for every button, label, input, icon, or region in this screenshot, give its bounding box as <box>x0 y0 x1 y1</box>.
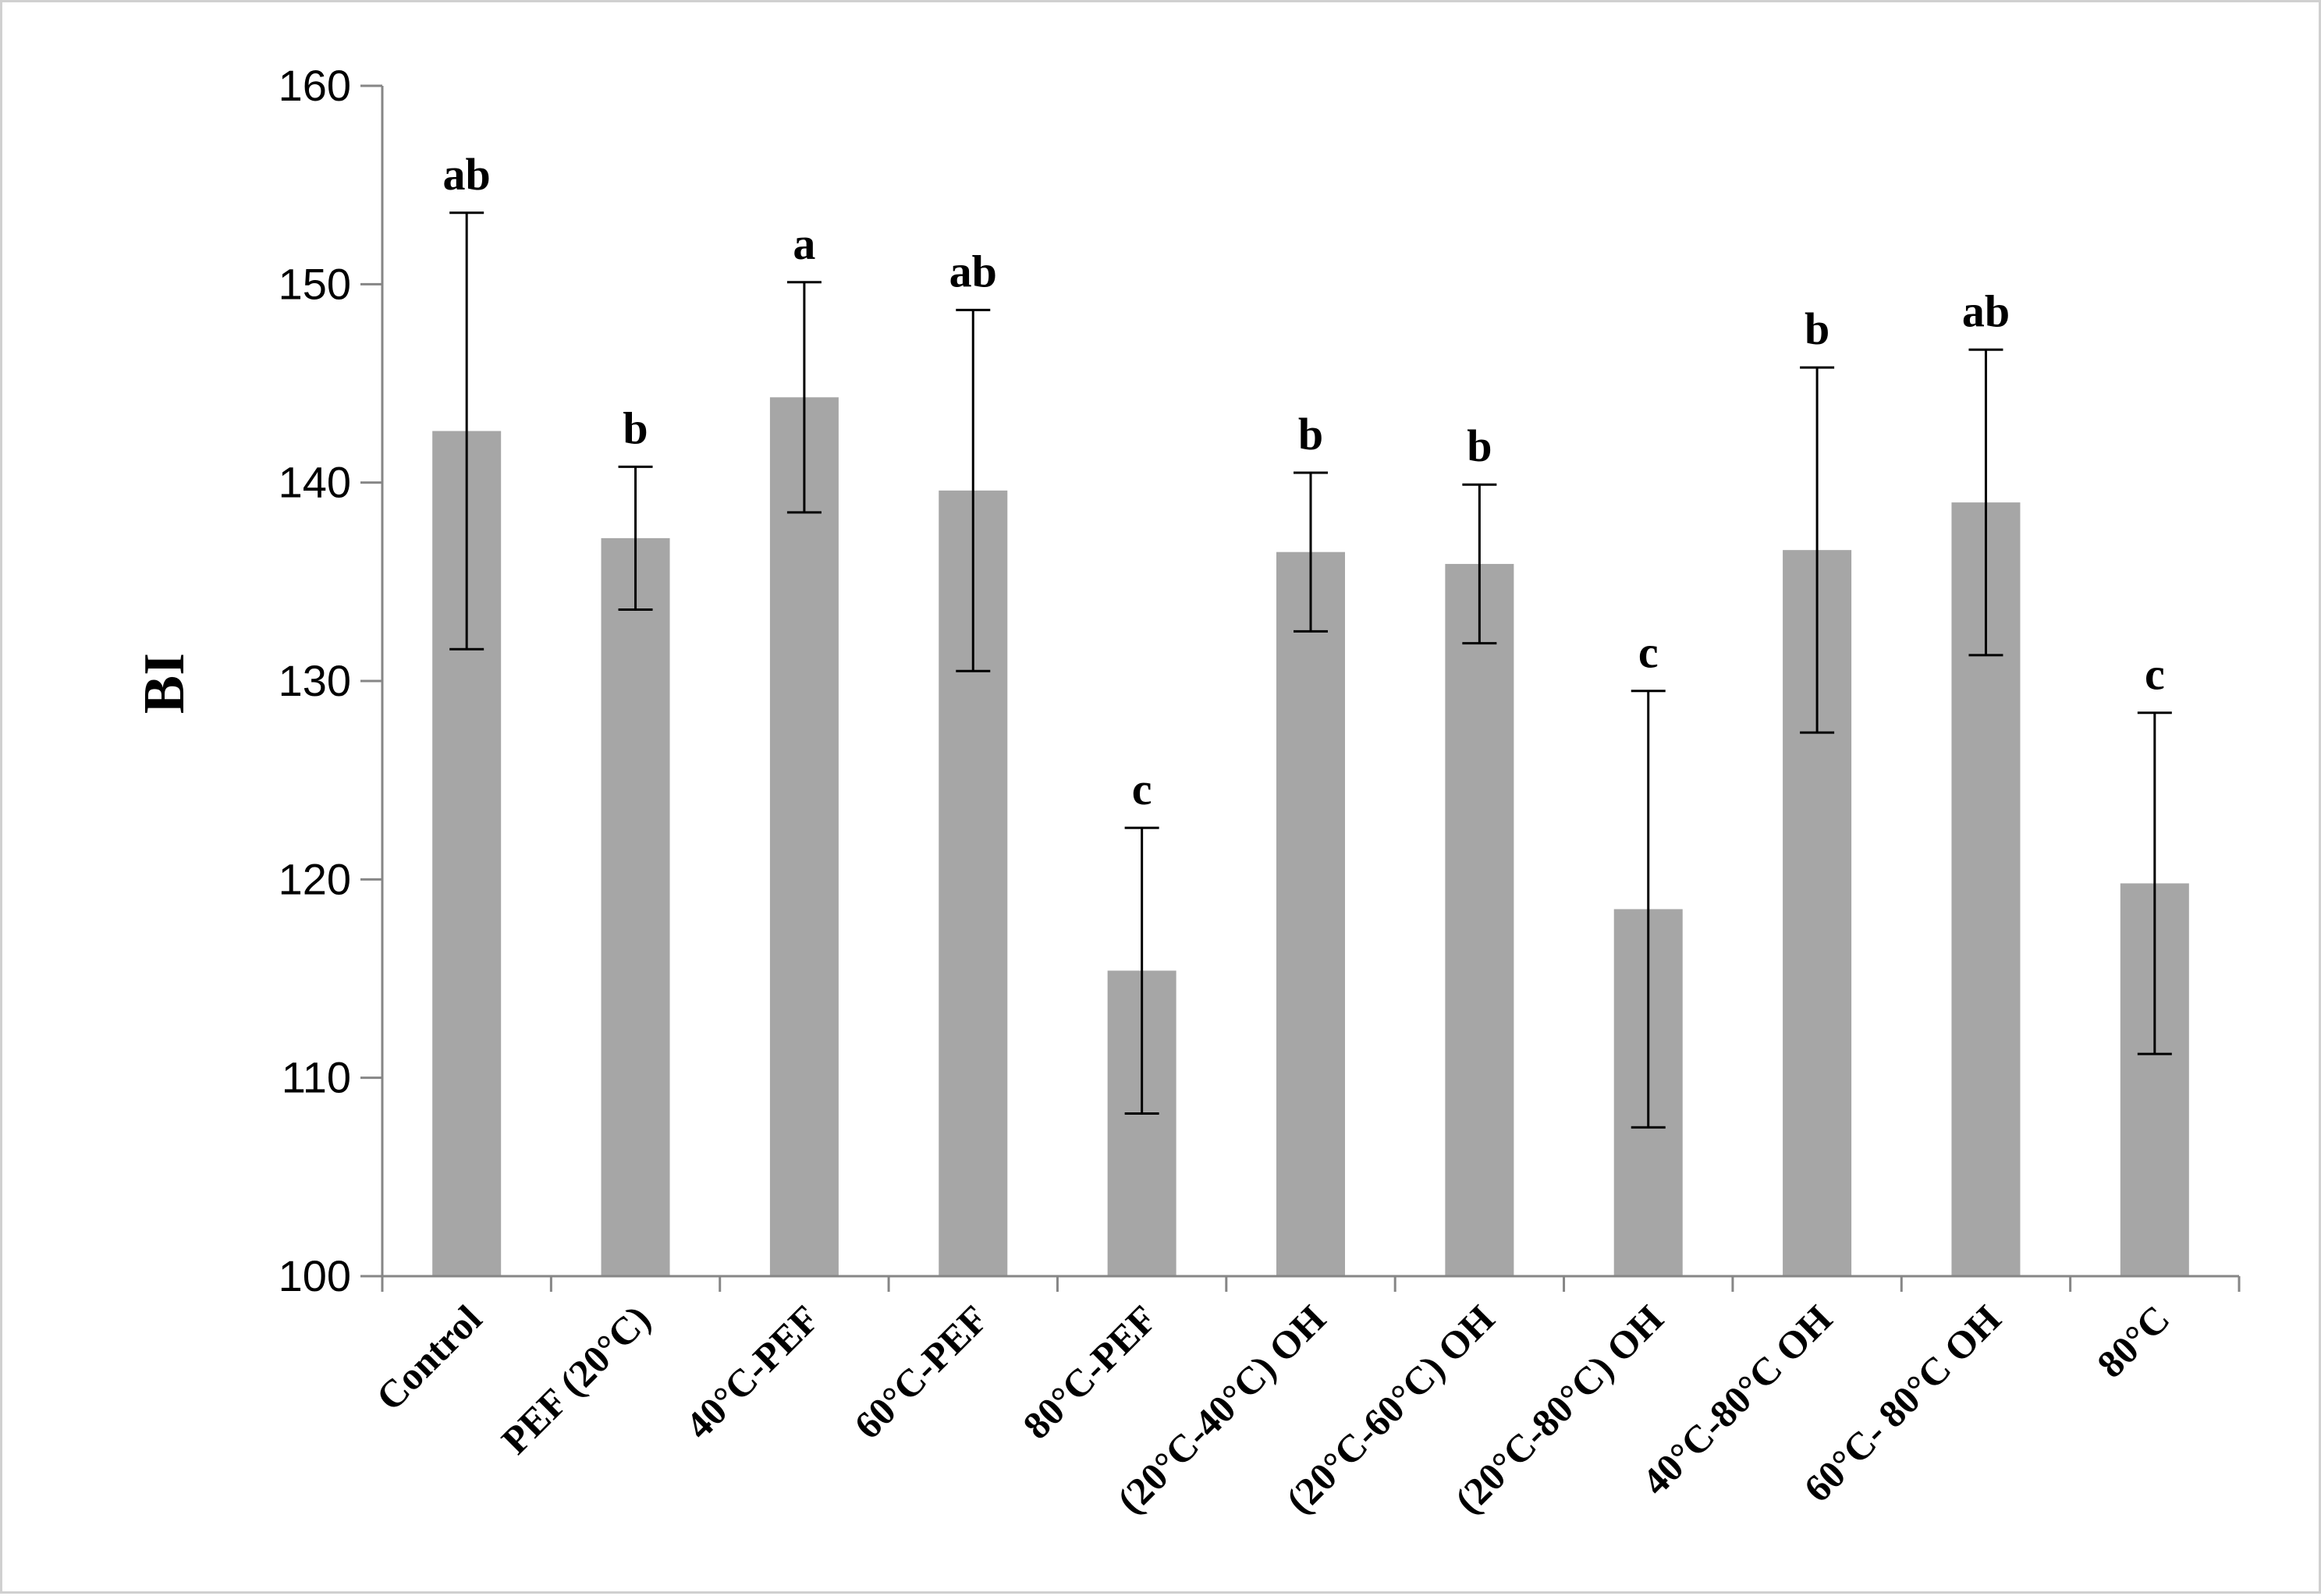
significance-letter: ab <box>949 246 997 296</box>
y-tick-label: 130 <box>279 656 351 705</box>
significance-letter: c <box>2145 649 2165 700</box>
x-category-label: Control <box>367 1296 490 1419</box>
bar <box>1276 552 1345 1276</box>
significance-letter: c <box>1132 764 1152 814</box>
significance-letter: b <box>1298 409 1323 459</box>
significance-letters-group: ab b a ab c b b c b ab c <box>443 149 2165 814</box>
bar <box>601 537 670 1276</box>
significance-letter: b <box>1805 303 1829 354</box>
x-category-label: PEF (20°C) <box>493 1296 658 1462</box>
x-labels-group: Control PEF (20°C) 40°C-PEF 60°C-PEF 80°C-PE… <box>367 1296 2177 1522</box>
significance-letter: ab <box>443 149 491 200</box>
x-category-label: 40°C-PEF <box>677 1296 828 1447</box>
x-category-label: 60°C-PEF <box>846 1296 996 1447</box>
x-category-label: 80°C <box>2089 1296 2178 1386</box>
y-tick-label: 100 <box>279 1251 351 1300</box>
y-tick-label: 120 <box>279 854 351 903</box>
significance-letter: ab <box>1962 286 2010 336</box>
x-category-label: 80°C-PEF <box>1014 1296 1165 1447</box>
significance-letter: b <box>623 403 648 453</box>
significance-letter: b <box>1467 420 1492 471</box>
bar <box>1445 563 1514 1276</box>
y-tick-label: 160 <box>279 61 351 110</box>
y-axis-title: BI <box>133 653 197 714</box>
y-tick-label: 110 <box>282 1053 351 1102</box>
bar <box>769 397 839 1276</box>
significance-letter: c <box>1638 627 1659 678</box>
y-tick-label: 140 <box>279 458 351 507</box>
y-ticks-group: 100 110 120 130 140 150 160 <box>279 61 382 1300</box>
y-tick-label: 150 <box>279 259 351 308</box>
significance-letter: a <box>793 218 815 269</box>
error-bars-group <box>449 211 2172 1129</box>
